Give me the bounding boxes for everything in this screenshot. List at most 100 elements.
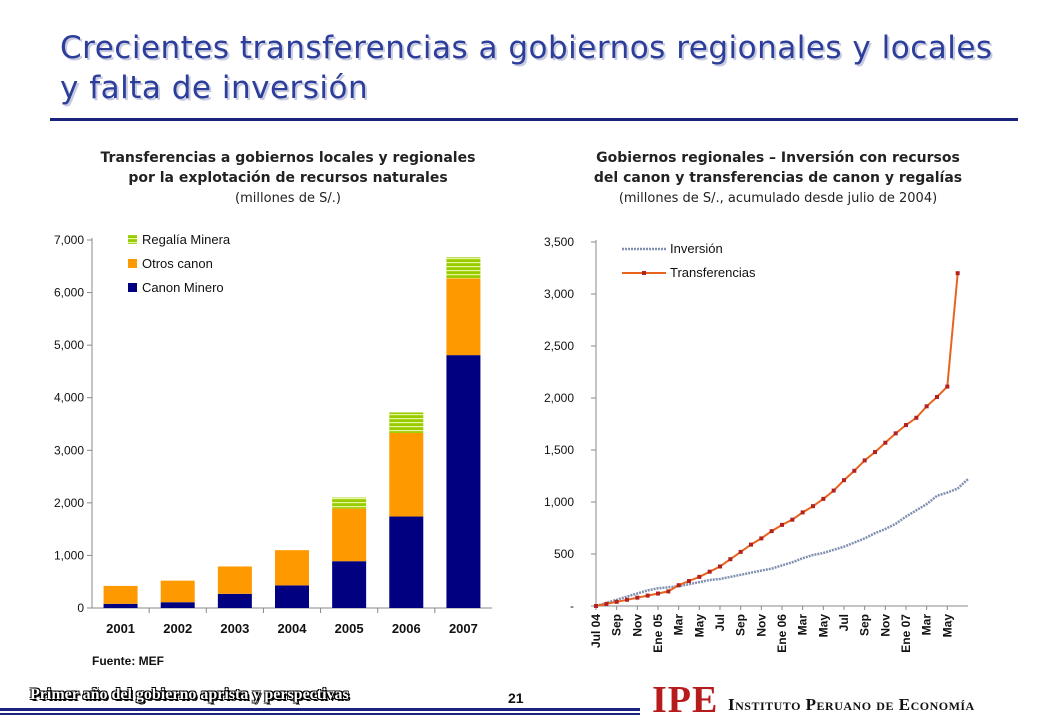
footer-title: Primer año del gobierno aprista y perspe… [30,686,349,703]
bar-x-tick-label: 2004 [278,621,308,636]
bar-legend-swatch [128,283,137,292]
bar-x-tick-label: 2006 [392,621,421,636]
line-y-tick-label: 2,500 [544,339,574,353]
bar-legend-label: Otros canon [142,256,213,271]
line-x-tick-label: Mar [672,614,686,636]
line-x-tick-label: Sep [610,614,624,636]
right-chart-subtitle: Gobiernos regionales – Inversión con rec… [548,148,1008,209]
bar-y-tick-label: 5,000 [54,338,84,352]
transferencias-point [738,549,743,554]
bar-segment [332,497,367,509]
line-x-tick-label: May [692,614,706,638]
transferencias-point [955,271,960,276]
title-underline [50,118,1018,121]
transferencias-point [676,583,681,588]
page-number: 21 [508,690,524,706]
right-chart-subtitle-line2: del canon y transferencias de canon y re… [593,170,963,186]
bar-segment [446,257,481,279]
transferencias-point [852,468,857,473]
line-x-tick-label: Ene 07 [899,614,913,653]
line-x-tick-label: Jul 04 [589,614,603,648]
bar-x-tick-label: 2001 [106,621,135,636]
transferencias-point [718,564,722,569]
bar-segment [446,278,481,356]
bar-y-tick-label: 3,000 [54,443,84,457]
source-note: Fuente: MEF [92,654,164,668]
footer-rule-secondary [0,713,640,715]
transferencias-point [728,557,733,562]
transferencias-point [883,440,888,445]
transferencias-point [924,404,929,409]
transferencias-point [821,496,826,501]
line-y-tick-label: 3,500 [544,235,574,249]
line-x-tick-label: Sep [734,614,748,636]
right-chart-units: (millones de S/., acumulado desde julio … [618,191,938,206]
transferencias-point [831,488,836,493]
line-legend-transferencias-marker [642,271,646,275]
bar-segment [446,355,481,608]
right-chart-subtitle-line1: Gobiernos regionales – Inversión con rec… [596,150,960,166]
ipe-logo: IPE [652,679,719,721]
bar-y-tick-label: 1,000 [54,548,84,562]
line-x-tick-label: Sep [858,614,872,636]
bar-x-tick-label: 2007 [449,621,478,636]
bar-segment [275,550,309,586]
transferencias-point [687,579,691,584]
transferencias-point [790,517,795,522]
bar-segment [389,412,424,433]
line-y-tick-label: 500 [554,547,574,561]
transferencias-point [635,595,640,600]
line-x-tick-label: Jul [713,614,727,631]
line-x-tick-label: May [940,614,954,638]
left-chart-subtitle: Transferencias a gobiernos locales y reg… [60,148,516,209]
transferencias-point [904,423,908,428]
bar-segment [217,566,252,594]
line-y-tick-label: 3,000 [544,287,574,301]
bar-legend-label: Canon Minero [142,280,224,295]
bar-x-tick-label: 2005 [335,621,364,636]
line-y-tick-label: - [570,599,574,613]
bar-x-tick-label: 2003 [220,621,249,636]
bar-segment [332,508,367,562]
bar-segment [103,603,138,608]
bar-y-tick-label: 0 [77,601,84,615]
transferencias-point [769,529,774,534]
left-chart-units: (millones de S/.) [235,191,341,206]
transferencias-point [625,597,629,602]
transferencias-point [594,604,598,608]
bar-segment [217,593,252,608]
line-x-tick-label: Nov [878,614,892,637]
transferencias-point [873,450,877,455]
transferencias-point [893,431,898,436]
transferencias-point [759,536,764,541]
bar-segment [103,585,138,604]
bar-legend-swatch [128,259,137,268]
line-x-tick-label: Mar [920,614,934,636]
transferencias-point [749,542,753,547]
series-line-inversion [595,478,969,608]
bar-segment [160,580,195,603]
transferencias-point [645,593,650,598]
transferencias-point [945,384,950,389]
bar-y-tick-label: 7,000 [54,233,84,247]
bar-legend-swatch [128,235,137,244]
bar-segment [275,585,309,608]
line-x-tick-label: Ene 06 [775,614,789,653]
line-y-tick-label: 1,500 [544,443,574,457]
transferencias-point [666,589,671,594]
bar-y-tick-label: 4,000 [54,391,84,405]
page-title: Crecientes transferencias a gobiernos re… [60,30,993,106]
transferencias-point [707,569,712,574]
line-x-tick-label: May [816,614,830,638]
line-x-tick-label: Ene 05 [651,614,665,653]
bar-y-tick-label: 2,000 [54,496,84,510]
transferencias-point [862,458,867,463]
line-x-tick-label: Nov [754,614,768,637]
transferencias-point [604,601,609,606]
bar-segment [389,516,424,608]
transferencias-point [842,478,846,483]
line-legend-inversion-label: Inversión [670,241,723,256]
line-x-tick-label: Jul [837,614,851,631]
